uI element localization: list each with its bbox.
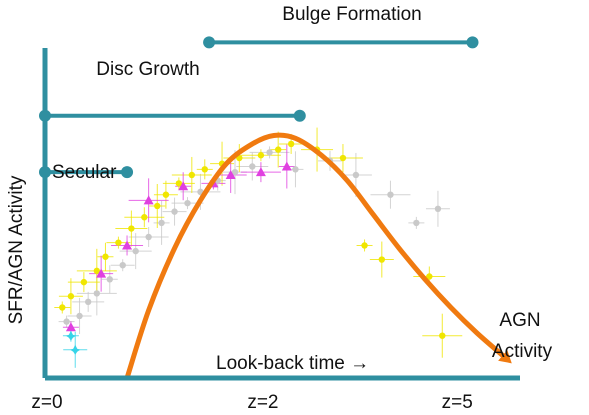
data-point <box>188 171 196 179</box>
agn-curve-line <box>124 132 506 381</box>
data-point <box>141 214 148 221</box>
curve-label-line-1: AGN <box>499 310 540 331</box>
data-point <box>154 202 161 210</box>
data-point <box>93 267 101 275</box>
agn-curve-arrowhead <box>498 350 512 364</box>
data-point <box>255 167 266 177</box>
data-point <box>387 191 394 198</box>
phase-bars: Bulge Formation Disc Growth Secular <box>39 4 479 183</box>
data-point <box>76 312 83 320</box>
data-point <box>67 293 75 300</box>
data-point <box>119 262 126 269</box>
data-point <box>102 253 109 260</box>
phase-label: Bulge Formation <box>282 4 421 25</box>
data-point <box>96 268 107 278</box>
phase-bar-start-cap <box>203 36 216 49</box>
phase-label: Secular <box>52 162 117 183</box>
data-point <box>201 166 208 173</box>
data-point <box>413 219 420 227</box>
data-point <box>143 195 154 205</box>
data-point <box>274 146 282 153</box>
phase-bar-start-cap <box>39 166 51 179</box>
data-point <box>65 322 76 332</box>
data-point <box>266 149 273 156</box>
data-point <box>132 247 139 255</box>
data-point <box>158 219 165 227</box>
curve-label-line-2: Activity <box>492 341 553 362</box>
phase-label: Disc Growth <box>96 59 199 80</box>
data-point <box>352 171 360 179</box>
x-tick-label: z=0 <box>31 392 62 413</box>
data-point <box>378 256 386 263</box>
data-point <box>281 161 292 171</box>
data-point <box>361 242 368 249</box>
data-point <box>292 166 299 173</box>
data-point <box>287 140 295 148</box>
data-point <box>63 318 70 325</box>
phase-bar-end-cap <box>121 166 134 179</box>
data-point <box>128 225 135 232</box>
data-point <box>162 191 170 198</box>
data-point <box>80 278 88 286</box>
axes <box>42 48 520 381</box>
data-point <box>93 290 101 297</box>
data-point <box>184 199 191 207</box>
data-point <box>231 168 239 176</box>
data-point <box>225 169 236 179</box>
data-point <box>145 233 152 241</box>
data-point <box>115 239 122 246</box>
data-point <box>171 208 178 215</box>
data-point <box>122 240 133 250</box>
data-point <box>257 152 265 159</box>
data-point <box>178 181 189 191</box>
y-axis-label: SFR/AGN Activity <box>6 175 27 324</box>
x-tick-label: z=2 <box>247 392 278 413</box>
data-point <box>339 154 347 162</box>
agn-curve <box>124 132 512 381</box>
phase-bar-end-cap <box>466 36 479 49</box>
data-point <box>59 304 66 311</box>
data-point <box>65 330 76 341</box>
data-point <box>249 163 256 170</box>
phase-bar-end-cap <box>293 109 306 122</box>
x-axis-label: Look-back time → <box>216 353 369 374</box>
data-point <box>426 273 433 280</box>
data-point <box>84 298 92 306</box>
chart-labels: SFR/AGN Activity Look-back time → AGN Ac… <box>6 175 553 413</box>
data-point <box>434 205 442 212</box>
data-points <box>59 140 446 355</box>
data-point <box>439 332 446 339</box>
data-point <box>175 180 183 187</box>
data-point <box>70 344 81 355</box>
x-tick-label: z=5 <box>442 392 473 413</box>
phase-bar-start-cap <box>39 109 51 122</box>
data-point <box>106 276 113 283</box>
